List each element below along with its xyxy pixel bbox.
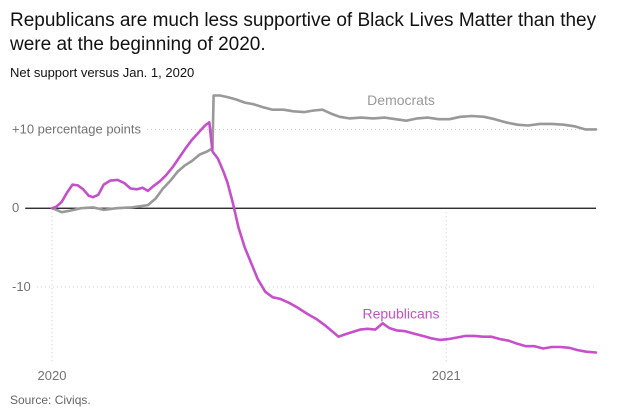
series-label-republicans: Republicans [362,305,439,321]
y-tick-label: -10 [12,279,31,294]
y-tick-label: +10 percentage points [12,121,142,136]
series-line-republicans [50,121,598,354]
chart-title: Republicans are much less supportive of … [10,10,597,55]
x-tick-label: 2020 [38,368,67,383]
series-layer [50,94,598,354]
y-tick-label: 0 [12,200,19,215]
chart-subtitle: Net support versus Jan. 1, 2020 [10,65,195,80]
series-label-democrats: Democrats [367,92,435,108]
x-tick-label: 2021 [432,368,461,383]
source-note: Source: Civiqs. [10,393,91,407]
series-line-democrats [50,94,598,214]
label-layer: +10 percentage points 0 -10 2020 2021 Democra… [12,92,461,383]
grid-layer [25,128,596,364]
